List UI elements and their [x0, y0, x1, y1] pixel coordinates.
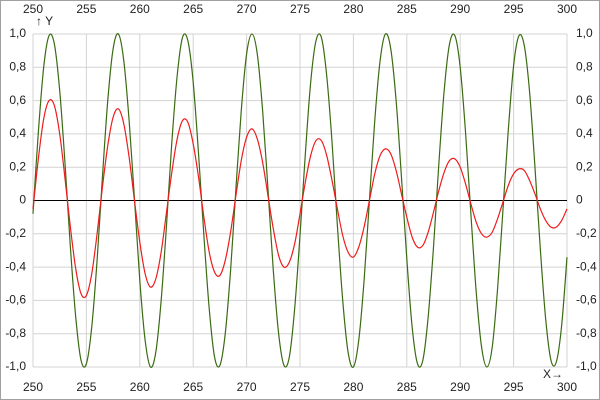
x-tick-label: 255 — [76, 380, 96, 394]
x-tick-label: 275 — [290, 380, 310, 394]
x-tick-label: 260 — [130, 380, 150, 394]
y-tick-label: 0 — [576, 193, 583, 207]
x-tick-label: 250 — [23, 2, 43, 16]
y-tick-label: 0,8 — [9, 59, 26, 73]
y-tick-label: 0,2 — [9, 159, 26, 173]
y-axis-label: ↑ Y — [36, 14, 53, 28]
x-tick-label: 280 — [343, 380, 363, 394]
x-tick-label: 300 — [557, 2, 577, 16]
y-tick-label: -0,6 — [5, 293, 26, 307]
x-axis-label: X→ — [543, 367, 563, 381]
y-tick-label: 0,4 — [576, 126, 593, 140]
y-tick-label: 0,6 — [576, 93, 593, 107]
y-tick-label: -1,0 — [5, 359, 26, 373]
x-tick-label: 300 — [557, 380, 577, 394]
x-tick-label: 285 — [397, 380, 417, 394]
y-tick-label: 0,4 — [9, 126, 26, 140]
x-tick-label: 265 — [183, 380, 203, 394]
x-tick-label: 260 — [130, 2, 150, 16]
x-tick-label: 290 — [450, 2, 470, 16]
y-tick-label: -0,4 — [5, 259, 26, 273]
x-tick-label: 255 — [76, 2, 96, 16]
line-series — [32, 99, 568, 299]
x-tick-label: 250 — [23, 380, 43, 394]
y-tick-label: -0,2 — [576, 226, 597, 240]
y-tick-label: 0,6 — [9, 93, 26, 107]
y-tick-label: -1,0 — [576, 359, 597, 373]
y-tick-label: -0,4 — [576, 259, 597, 273]
y-tick-label: 1,0 — [576, 26, 593, 40]
x-tick-label: 265 — [183, 2, 203, 16]
x-tick-label: 285 — [397, 2, 417, 16]
y-tick-label: 0,2 — [576, 159, 593, 173]
y-tick-label: -0,2 — [5, 226, 26, 240]
y-tick-label: -0,8 — [5, 326, 26, 340]
y-tick-label: 1,0 — [9, 26, 26, 40]
line-series — [32, 33, 568, 368]
y-tick-label: -0,6 — [576, 293, 597, 307]
y-tick-label: -0,8 — [576, 326, 597, 340]
y-tick-label: 0,8 — [576, 59, 593, 73]
x-tick-label: 295 — [504, 380, 524, 394]
x-tick-label: 280 — [343, 2, 363, 16]
x-tick-label: 270 — [237, 380, 257, 394]
x-tick-label: 275 — [290, 2, 310, 16]
y-tick-label: 0 — [19, 193, 26, 207]
x-tick-label: 290 — [450, 380, 470, 394]
x-tick-label: 295 — [504, 2, 524, 16]
x-tick-label: 270 — [237, 2, 257, 16]
